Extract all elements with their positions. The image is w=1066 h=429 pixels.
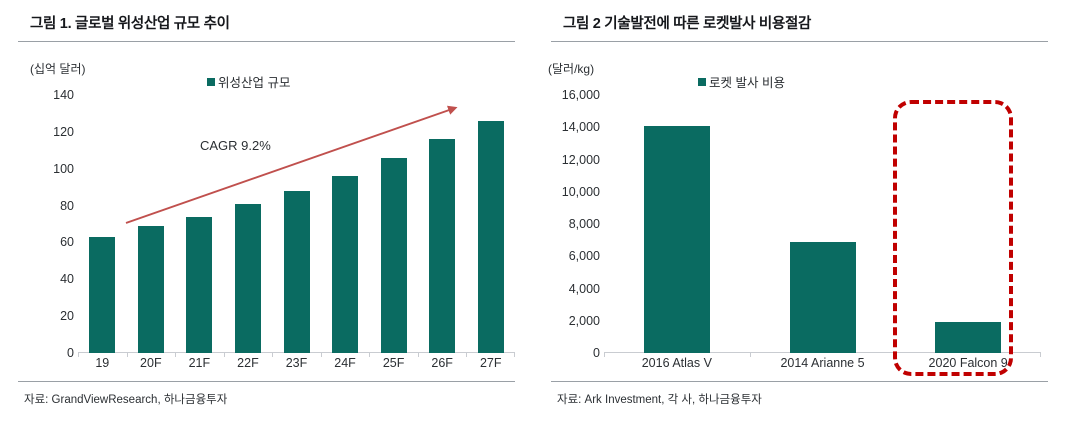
y-axis-tick-label: 60 [60, 235, 74, 250]
x-axis-tick-label: 2014 Arianne 5 [780, 356, 865, 370]
figure-1-x-axis-labels: 19 20F 21F 22F 23F 24F 25F 26F 27F [78, 356, 515, 376]
y-axis-tick-label: 16,000 [561, 88, 600, 102]
figure-1-title: 그림 1. 글로벌 위성산업 규모 추이 [30, 16, 230, 32]
figure-1-panel: 그림 1. 글로벌 위성산업 규모 추이 (십억 달러) 위성산업 규모 0 20… [0, 16, 515, 406]
x-axis-tick [78, 353, 79, 357]
y-axis-tick-label: 0 [593, 346, 600, 360]
x-axis-tick [604, 353, 605, 357]
figure-2-highlight-box [893, 100, 1013, 376]
bar [789, 241, 856, 353]
bar [137, 225, 164, 353]
y-axis-tick-label: 0 [67, 346, 74, 360]
x-axis-tick-label: 27F [479, 356, 502, 370]
x-axis-tick [1040, 353, 1041, 357]
figure-1-plot-area [78, 95, 515, 357]
x-axis-tick-label: 2016 Atlas V [641, 356, 712, 370]
x-axis-tick-label: 22F [237, 356, 259, 370]
y-axis-tick-label: 6,000 [568, 249, 600, 264]
y-axis-tick-label: 80 [60, 198, 74, 213]
figure-1-footer-rule [18, 381, 515, 382]
bar [89, 236, 116, 353]
x-axis-tick [417, 353, 419, 357]
bar [186, 216, 213, 353]
x-axis-tick [749, 353, 751, 357]
figure-2-legend: 로켓 발사 비용 [698, 72, 785, 91]
x-axis-tick [466, 353, 468, 357]
legend-swatch-icon [207, 77, 215, 86]
y-axis-tick-label: 40 [60, 272, 74, 287]
x-axis-tick-label: 23F [285, 356, 308, 370]
figure-1-source: 자료: GrandViewResearch, 하나금융투자 [24, 394, 228, 406]
y-axis-tick-label: 2,000 [568, 313, 600, 328]
bar [380, 157, 407, 353]
figure-2-panel: 그림 2 기술발전에 따른 로켓발사 비용절감 (달러/kg) 로켓 발사 비용… [533, 0, 1066, 429]
y-axis-tick-label: 140 [53, 88, 74, 102]
figure-2-y-axis-unit: (달러/kg) [548, 62, 595, 76]
bar [935, 322, 1002, 353]
x-axis-tick-label: 26F [431, 356, 453, 370]
figure-2-source: 자료: Ark Investment, 각 사, 하나금융투자 [557, 394, 762, 406]
figure-1-cagr-annotation: CAGR 9.2% [200, 138, 271, 153]
y-axis-tick-label: 20 [60, 309, 74, 324]
figure-2-x-axis-labels: 2016 Atlas V 2014 Arianne 5 2020 Falcon 9 [604, 356, 1041, 376]
figure-2-footer-rule [551, 381, 1048, 382]
x-axis-tick [369, 353, 371, 357]
y-axis-tick-label: 120 [53, 124, 74, 139]
x-axis-tick-label: 24F [334, 356, 356, 370]
figure-1-legend: 위성산업 규모 [207, 72, 290, 91]
figure-2-title: 그림 2 기술발전에 따른 로켓발사 비용절감 [563, 16, 812, 32]
figure-1-y-axis-labels: 0 20 40 60 80 100 120 140 [0, 88, 74, 360]
y-axis-tick-label: 8,000 [568, 217, 600, 231]
y-axis-tick-label: 10,000 [561, 184, 600, 199]
x-axis-tick [514, 353, 515, 357]
figure-2-plot-area [604, 95, 1041, 357]
figure-2-y-axis-labels: 0 2,000 4,000 6,000 8,000 10,000 12,000 14,000 1… [526, 88, 600, 360]
x-axis-tick-label: 25F [382, 356, 405, 370]
y-axis-tick-label: 4,000 [568, 281, 600, 296]
figure-1-legend-label: 위성산업 규모 [218, 76, 291, 90]
y-axis-tick-label: 100 [53, 161, 74, 176]
figure-1-y-axis-unit: (십억 달러) [30, 62, 86, 76]
legend-swatch-icon [698, 77, 706, 86]
x-axis-tick [175, 353, 177, 357]
y-axis-tick-label: 12,000 [561, 152, 600, 167]
y-axis-tick-label: 14,000 [561, 120, 600, 135]
bar [283, 190, 310, 353]
figure-2-title-rule [551, 41, 1048, 42]
bar [332, 176, 359, 353]
x-axis-tick-label: 21F [188, 356, 211, 370]
bar [429, 139, 456, 353]
x-axis-tick-label: 20F [140, 356, 162, 370]
x-axis-tick [223, 353, 225, 357]
figure-2-legend-label: 로켓 발사 비용 [709, 76, 785, 90]
bar [643, 125, 710, 353]
x-axis-tick [320, 353, 322, 357]
x-axis-tick [272, 353, 274, 357]
bar [477, 120, 504, 353]
figure-1-title-rule [18, 41, 515, 42]
x-axis-tick-label: 19 [95, 356, 110, 370]
x-axis-tick [126, 353, 128, 357]
bar [234, 203, 261, 353]
x-axis-tick-label: 2020 Falcon 9 [928, 356, 1008, 370]
